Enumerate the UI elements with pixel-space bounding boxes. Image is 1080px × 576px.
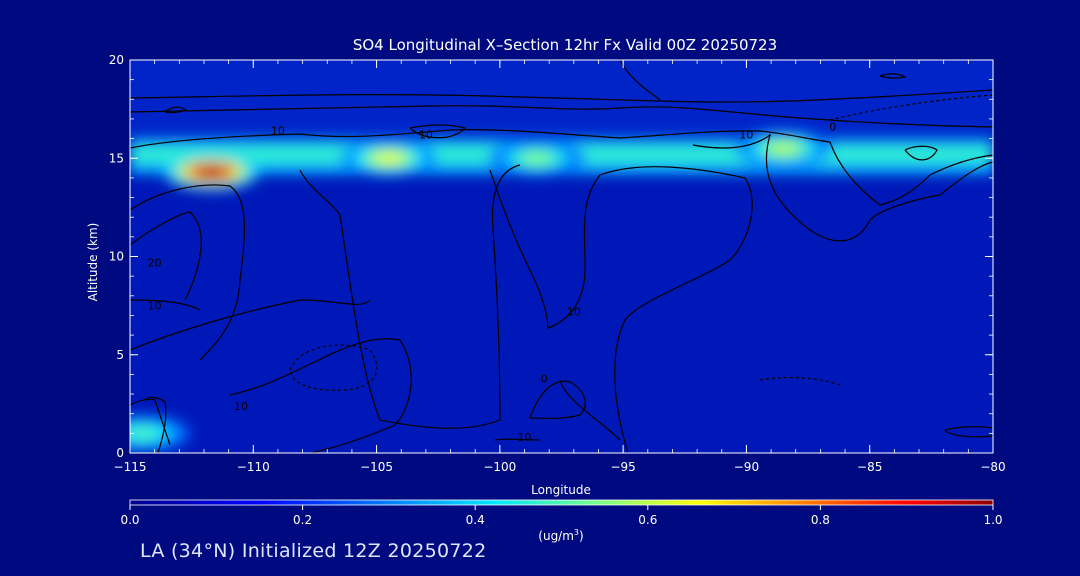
contour-label: 0 (541, 372, 548, 385)
x-tick-label: −115 (114, 460, 147, 474)
contour-label: 10 (271, 125, 285, 138)
contour-line (529, 380, 586, 419)
contour-line (289, 344, 378, 391)
contour-line (144, 396, 167, 453)
x-tick-label: −80 (980, 460, 1005, 474)
contour-line (130, 105, 993, 128)
colorbar-unit-close: ) (579, 529, 584, 543)
contour-label: 10 (148, 300, 162, 313)
contour-label: 0 (829, 121, 836, 134)
x-tick-label: −85 (857, 460, 882, 474)
colorbar-tick-label: 0.6 (638, 513, 657, 527)
contour-label: 10 (419, 129, 433, 142)
colorbar-unit-text: (ug/m (538, 529, 574, 543)
x-axis-label: Longitude (531, 483, 591, 497)
contour-line (829, 94, 993, 121)
initialization-caption: LA (34°N) Initialized 12Z 20250722 (140, 540, 487, 562)
contour-line (692, 133, 993, 242)
field-blob (195, 166, 228, 179)
x-tick-label: −90 (734, 460, 759, 474)
contour-line (229, 338, 412, 453)
x-tick-label: −100 (483, 460, 516, 474)
contour-line (559, 379, 621, 441)
field-lower-region (130, 175, 993, 453)
y-tick-label: 10 (109, 250, 124, 264)
y-tick-label: 0 (116, 446, 124, 460)
y-tick-label: 15 (109, 151, 124, 165)
contour-line (130, 299, 201, 311)
colorbar-tick-label: 1.0 (983, 513, 1002, 527)
heatmap-field (130, 60, 993, 453)
contour-labels: 10 10 10 0 20 10 10 0 10 10 (148, 121, 837, 444)
contour-line (130, 398, 171, 446)
contour-label: 10 (234, 400, 248, 413)
contour-line (944, 429, 993, 438)
field-blob (767, 142, 800, 155)
contour-line (130, 211, 202, 301)
y-axis: 0 5 10 15 20 (109, 53, 993, 460)
contour-label: 10 (518, 431, 532, 444)
contour-lines (130, 60, 993, 453)
x-tick-label: −110 (237, 460, 270, 474)
colorbar-tick-label: 0.0 (120, 513, 139, 527)
field-blob (372, 152, 405, 165)
colorbar: 0.0 0.2 0.4 0.6 0.8 1.0 (ug/m3) (120, 499, 1003, 543)
contour-line (944, 426, 993, 431)
field-blob (130, 427, 159, 440)
contour-label: 10 (739, 129, 753, 142)
contour-label: 20 (148, 256, 162, 269)
contour-line (879, 73, 907, 79)
contour-line (409, 124, 467, 139)
contour-line (489, 166, 753, 453)
colorbar-unit-superscript: 3 (574, 528, 579, 537)
field-blob (520, 152, 553, 165)
contour-line (299, 164, 521, 429)
colorbar-gradient (129, 499, 994, 506)
colorbar-tick-label: 0.8 (811, 513, 830, 527)
contour-line (164, 106, 188, 114)
y-tick-label: 20 (109, 53, 124, 67)
colorbar-tick-label: 0.4 (466, 513, 485, 527)
contour-label: 10 (567, 305, 581, 318)
contour-line (130, 184, 246, 361)
colorbar-ticks: 0.0 0.2 0.4 0.6 0.8 1.0 (120, 505, 1003, 527)
contour-line (759, 376, 841, 386)
x-axis: −115 −110 −105 −100 −95 −90 −85 −80 (114, 60, 1006, 474)
colorbar-unit-label: (ug/m3) (538, 528, 583, 543)
contour-line (130, 89, 993, 103)
y-axis-label: Altitude (km) (86, 223, 100, 302)
y-tick-label: 5 (116, 348, 124, 362)
contour-line (494, 438, 541, 441)
colorbar-tick-label: 0.2 (293, 513, 312, 527)
x-tick-label: −95 (610, 460, 635, 474)
chart-title: SO4 Longitudinal X–Section 12hr Fx Valid… (353, 36, 777, 54)
contour-line (829, 141, 993, 206)
contour-line (130, 129, 831, 149)
x-tick-label: −105 (360, 460, 393, 474)
contour-line (904, 145, 938, 161)
